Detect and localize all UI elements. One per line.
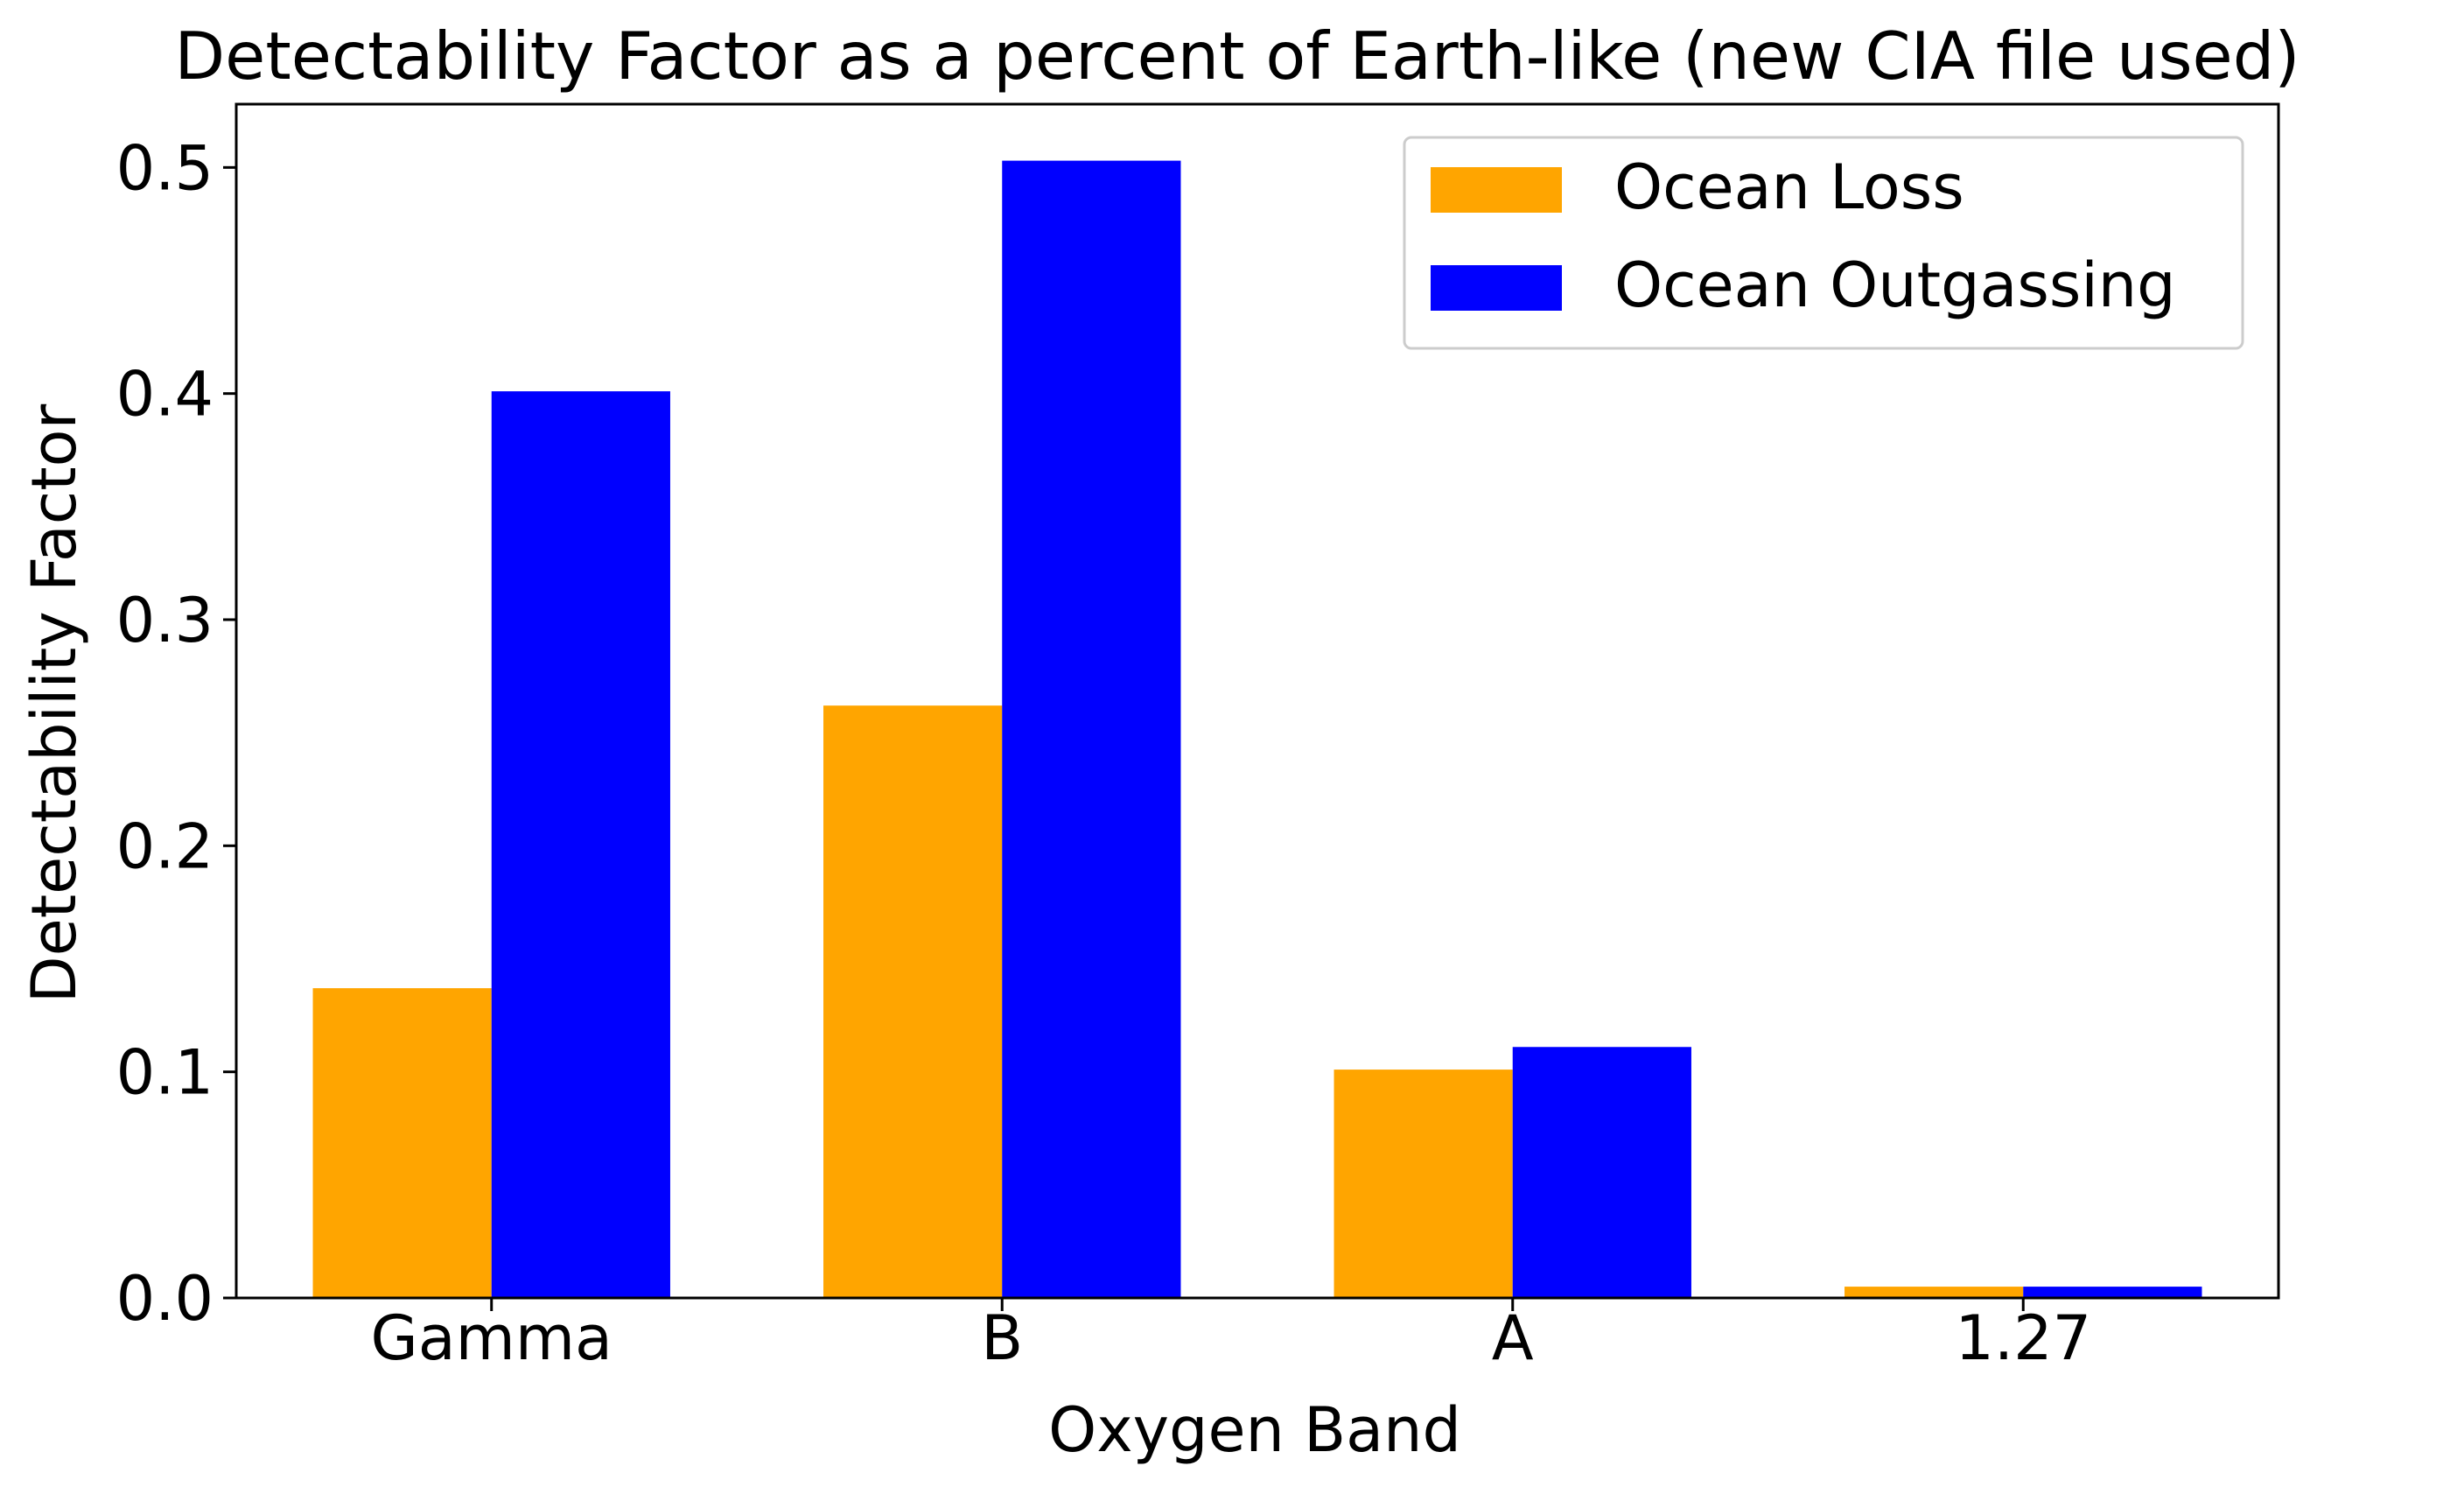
bar-ocean-loss-1-27 <box>1844 1287 2024 1298</box>
bar-ocean-outgassing-1-27 <box>2023 1287 2202 1298</box>
bar-ocean-outgassing-a <box>1512 1047 1691 1298</box>
legend-box <box>1403 136 2244 350</box>
y-tick-label: 0.0 <box>116 1263 214 1335</box>
y-tick-label: 0.2 <box>116 810 214 882</box>
y-tick-label: 0.1 <box>116 1037 214 1109</box>
y-axis-label: Detectability Factor <box>18 404 90 1004</box>
legend-label-ocean-loss: Ocean Loss <box>1614 151 1964 223</box>
x-axis: Gamma B A 1.27 <box>371 1298 2091 1374</box>
bar-ocean-loss-gamma <box>312 988 492 1298</box>
x-tick-label: B <box>981 1302 1023 1374</box>
y-tick-label: 0.4 <box>116 359 214 431</box>
bars-layer <box>312 160 2202 1298</box>
y-tick-label: 0.3 <box>116 585 214 656</box>
bar-ocean-loss-b <box>823 705 1003 1298</box>
y-tick-label: 0.5 <box>116 132 214 204</box>
bar-ocean-outgassing-b <box>1002 160 1181 1298</box>
chart-title: Detectability Factor as a percent of Ear… <box>174 18 2300 95</box>
legend-label-ocean-outgassing: Ocean Outgassing <box>1614 249 2176 321</box>
x-tick-label: A <box>1492 1302 1534 1374</box>
bar-ocean-loss-a <box>1334 1070 1513 1298</box>
x-tick-label: 1.27 <box>1955 1302 2091 1374</box>
legend-swatch-ocean-loss <box>1431 167 1562 213</box>
legend: Ocean Loss Ocean Outgassing <box>1403 136 2244 350</box>
x-tick-label: Gamma <box>371 1302 612 1374</box>
x-axis-label: Oxygen Band <box>1048 1394 1461 1466</box>
bar-ocean-outgassing-gamma <box>491 391 670 1298</box>
y-axis: 0.0 0.1 0.2 0.3 0.4 0.5 <box>116 132 236 1335</box>
plot-frame <box>234 102 2280 1300</box>
legend-swatch-ocean-outgassing <box>1431 265 1562 311</box>
